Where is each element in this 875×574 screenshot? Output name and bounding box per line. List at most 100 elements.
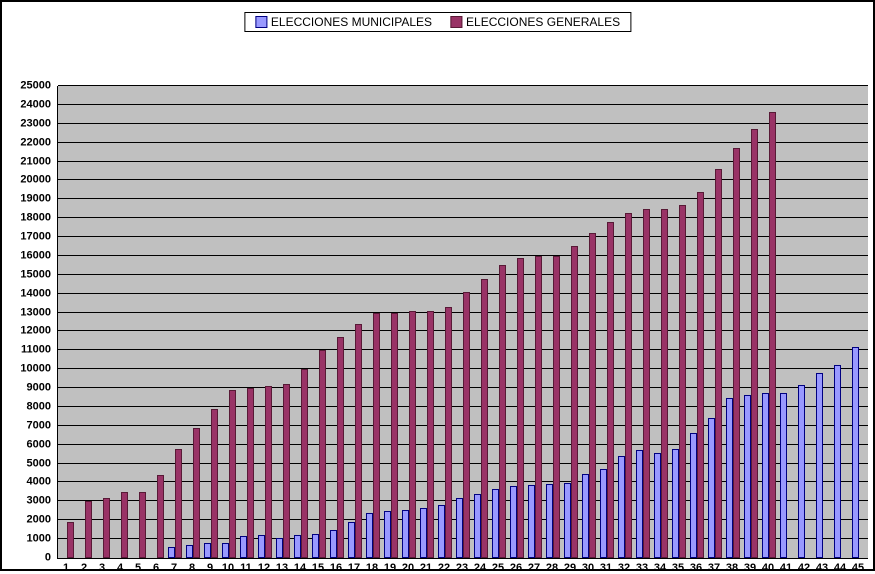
bar-group — [490, 86, 508, 558]
bar — [762, 393, 769, 558]
x-tick-label: 32 — [615, 562, 633, 574]
bar — [319, 350, 326, 558]
bar — [607, 222, 614, 558]
bar-group — [724, 86, 742, 558]
bar-group — [112, 86, 130, 558]
x-tick-label: 35 — [669, 562, 687, 574]
y-tick-label: 13000 — [20, 307, 51, 318]
y-tick-label: 18000 — [20, 213, 51, 224]
bar — [445, 307, 452, 558]
bar-group — [364, 86, 382, 558]
bar-group — [544, 86, 562, 558]
bar-group — [238, 86, 256, 558]
bar — [618, 456, 625, 558]
legend-label: ELECCIONES MUNICIPALES — [271, 15, 432, 29]
bar — [438, 505, 445, 558]
bar — [744, 395, 751, 558]
x-tick-label: 10 — [219, 562, 237, 574]
x-tick-label: 30 — [579, 562, 597, 574]
bar — [337, 337, 344, 558]
bar — [625, 213, 632, 559]
bar — [348, 522, 355, 558]
bar — [222, 543, 229, 558]
bar — [697, 192, 704, 558]
bar — [67, 522, 74, 558]
bar — [103, 498, 110, 558]
bar — [247, 388, 254, 558]
x-tick-label: 16 — [327, 562, 345, 574]
bar — [708, 418, 715, 558]
bar-group — [58, 86, 76, 558]
bar — [492, 489, 499, 558]
x-tick-label: 36 — [687, 562, 705, 574]
x-tick-label: 20 — [399, 562, 417, 574]
bar — [589, 233, 596, 558]
x-tick-label: 29 — [561, 562, 579, 574]
x-tick-label: 45 — [849, 562, 867, 574]
bar — [816, 373, 823, 558]
legend-label: ELECCIONES GENERALES — [466, 15, 620, 29]
bar — [528, 485, 535, 558]
y-tick-label: 7000 — [27, 420, 51, 431]
x-tick-label: 2 — [75, 562, 93, 574]
x-tick-label: 42 — [795, 562, 813, 574]
bar-group — [418, 86, 436, 558]
x-tick-label: 18 — [363, 562, 381, 574]
bar — [312, 534, 319, 558]
bar — [499, 265, 506, 558]
x-tick-label: 27 — [525, 562, 543, 574]
bar-group — [796, 86, 814, 558]
bar — [769, 112, 776, 558]
y-tick-label: 5000 — [27, 458, 51, 469]
bar — [373, 313, 380, 558]
x-tick-label: 39 — [741, 562, 759, 574]
y-tick-label: 14000 — [20, 288, 51, 299]
y-tick-label: 16000 — [20, 250, 51, 261]
y-tick-label: 10000 — [20, 364, 51, 375]
y-tick-label: 12000 — [20, 326, 51, 337]
x-tick-label: 25 — [489, 562, 507, 574]
x-tick-label: 28 — [543, 562, 561, 574]
x-tick-label: 7 — [165, 562, 183, 574]
bar — [636, 450, 643, 558]
bar — [834, 365, 841, 558]
legend: ELECCIONES MUNICIPALES ELECCIONES GENERAL… — [244, 12, 631, 32]
bar — [121, 492, 128, 558]
y-tick-label: 15000 — [20, 269, 51, 280]
x-tick-label: 17 — [345, 562, 363, 574]
bar-group — [652, 86, 670, 558]
x-tick-label: 14 — [291, 562, 309, 574]
bar — [168, 547, 175, 558]
bar — [463, 292, 470, 558]
y-tick-label: 0 — [45, 553, 51, 564]
x-tick-label: 1 — [57, 562, 75, 574]
bar — [600, 469, 607, 558]
x-tick-label: 43 — [813, 562, 831, 574]
x-axis: 1234567891011121314151617181920212223242… — [57, 562, 867, 574]
bar-group — [76, 86, 94, 558]
bar-chart: COMPARACION VOTO POR CORREO - CER 010002… — [0, 0, 875, 571]
bar — [571, 246, 578, 558]
bar — [654, 453, 661, 558]
y-tick-label: 24000 — [20, 99, 51, 110]
x-tick-label: 41 — [777, 562, 795, 574]
bar-group — [526, 86, 544, 558]
bar — [229, 390, 236, 558]
bar — [193, 428, 200, 558]
y-tick-label: 3000 — [27, 496, 51, 507]
bar — [265, 386, 272, 558]
bar — [690, 433, 697, 558]
x-tick-label: 6 — [147, 562, 165, 574]
bar-group — [760, 86, 778, 558]
bar — [679, 205, 686, 558]
legend-swatch — [255, 16, 267, 28]
x-tick-label: 11 — [237, 562, 255, 574]
x-tick-label: 26 — [507, 562, 525, 574]
x-tick-label: 38 — [723, 562, 741, 574]
x-tick-label: 13 — [273, 562, 291, 574]
x-tick-label: 19 — [381, 562, 399, 574]
bar — [780, 393, 787, 558]
bar-group — [472, 86, 490, 558]
x-tick-label: 4 — [111, 562, 129, 574]
bar-group — [256, 86, 274, 558]
